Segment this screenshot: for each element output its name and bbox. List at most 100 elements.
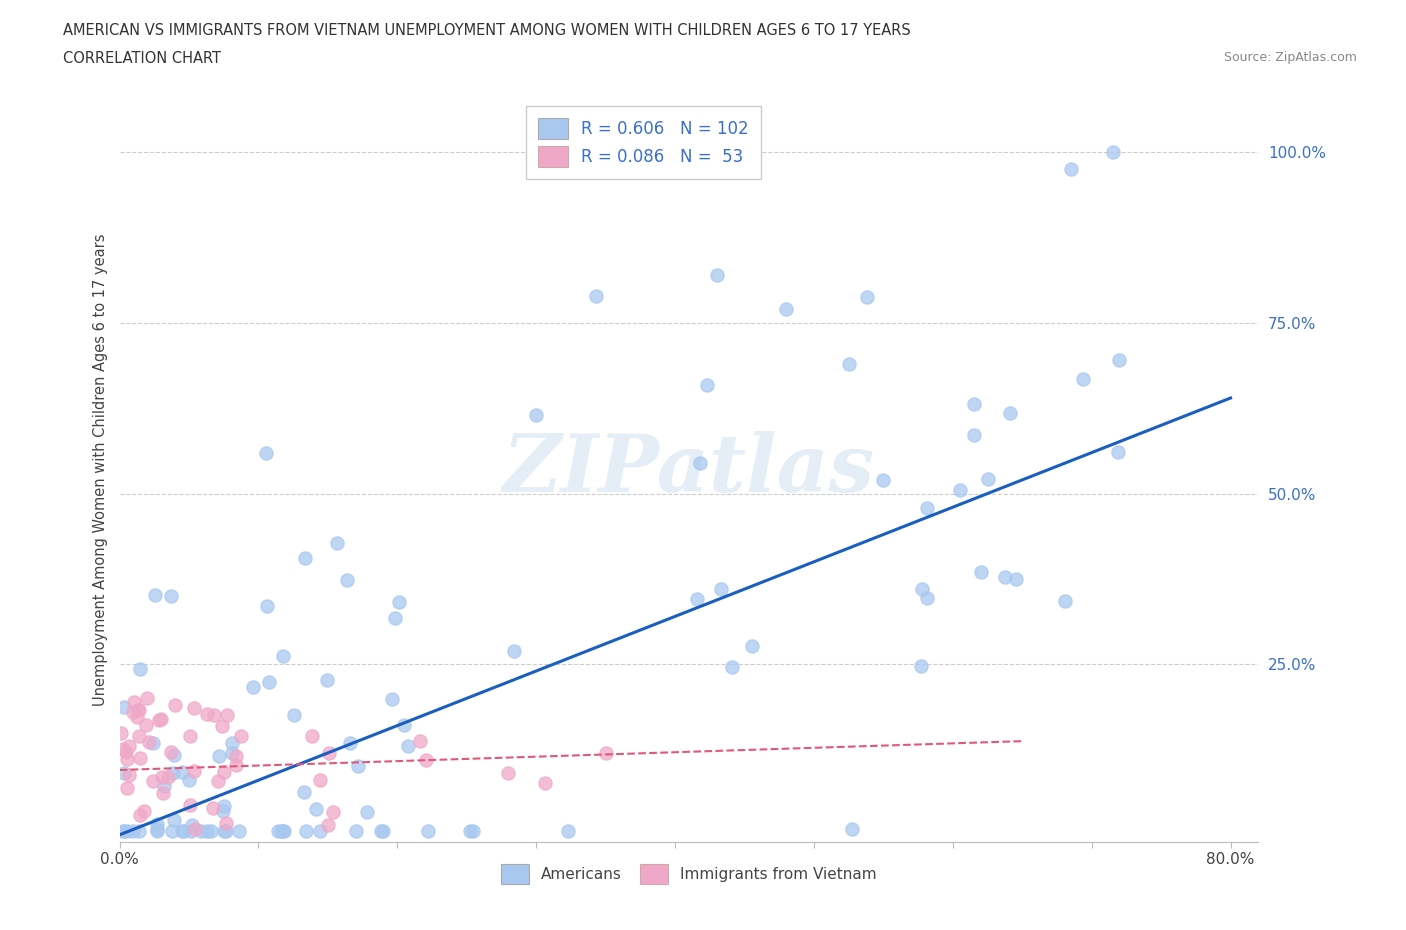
Point — [129, 751, 152, 765]
Point — [215, 824, 238, 839]
Point — [201, 800, 224, 815]
Point — [283, 707, 305, 722]
Point — [741, 639, 763, 654]
Point — [1073, 371, 1095, 386]
Point — [217, 707, 239, 722]
Point — [969, 565, 991, 579]
Point — [122, 705, 145, 720]
Y-axis label: Unemployment Among Women with Children Ages 6 to 17 years: Unemployment Among Women with Children A… — [93, 233, 108, 706]
Point — [689, 456, 711, 471]
Point — [115, 751, 138, 766]
Point — [146, 817, 169, 831]
Point — [416, 824, 439, 839]
Point — [211, 718, 233, 733]
Point — [838, 356, 860, 371]
Point — [344, 824, 367, 839]
Point — [134, 804, 156, 818]
Point — [585, 288, 607, 303]
Point — [915, 591, 938, 605]
Point — [346, 758, 368, 773]
Point — [910, 658, 932, 673]
Point — [179, 798, 201, 813]
Point — [370, 824, 392, 839]
Point — [856, 290, 879, 305]
Point — [318, 817, 340, 832]
Point — [259, 675, 281, 690]
Point — [373, 824, 395, 839]
Point — [322, 804, 344, 819]
Point — [184, 821, 207, 836]
Point — [202, 708, 225, 723]
Point — [271, 824, 294, 839]
Point — [195, 824, 218, 839]
Point — [271, 648, 294, 663]
Point — [180, 824, 202, 839]
Point — [170, 824, 193, 839]
Point — [128, 662, 150, 677]
Point — [150, 770, 173, 785]
Point — [524, 407, 547, 422]
Point — [159, 744, 181, 759]
Point — [963, 427, 986, 442]
Point — [706, 268, 728, 283]
Point — [1053, 594, 1076, 609]
Point — [128, 728, 150, 743]
Point — [128, 702, 150, 717]
Point — [208, 749, 231, 764]
Point — [915, 500, 938, 515]
Point — [381, 692, 404, 707]
Point — [270, 824, 292, 839]
Point — [949, 483, 972, 498]
Point — [162, 824, 184, 839]
Point — [696, 378, 718, 392]
Point — [136, 691, 159, 706]
Point — [384, 610, 406, 625]
Point — [503, 644, 526, 658]
Point — [841, 822, 863, 837]
Point — [160, 588, 183, 603]
Point — [179, 728, 201, 743]
Point — [215, 816, 238, 830]
Point — [221, 746, 243, 761]
Point — [118, 738, 141, 753]
Point — [976, 472, 998, 486]
Point — [1004, 572, 1026, 587]
Point — [710, 581, 733, 596]
Point — [595, 746, 617, 761]
Point — [180, 817, 202, 832]
Point — [254, 445, 277, 460]
Point — [872, 472, 894, 487]
Point — [122, 695, 145, 710]
Point — [301, 728, 323, 743]
Point — [305, 802, 328, 817]
Point — [242, 680, 264, 695]
Point — [1108, 353, 1130, 368]
Point — [221, 735, 243, 750]
Point — [135, 718, 157, 733]
Point — [162, 766, 184, 781]
Point — [318, 745, 340, 760]
Point — [326, 536, 349, 551]
Point — [409, 733, 432, 748]
Point — [775, 302, 797, 317]
Point — [165, 698, 187, 712]
Point — [225, 749, 247, 764]
Point — [1108, 445, 1130, 459]
Text: CORRELATION CHART: CORRELATION CHART — [63, 51, 221, 66]
Point — [228, 824, 250, 839]
Point — [111, 741, 134, 756]
Point — [142, 736, 165, 751]
Point — [143, 588, 166, 603]
Point — [127, 710, 149, 724]
Point — [163, 813, 186, 828]
Point — [170, 764, 193, 779]
Point — [212, 764, 235, 779]
Point — [146, 824, 169, 839]
Point — [356, 804, 378, 819]
Text: AMERICAN VS IMMIGRANTS FROM VIETNAM UNEMPLOYMENT AMONG WOMEN WITH CHILDREN AGES : AMERICAN VS IMMIGRANTS FROM VIETNAM UNEM… — [63, 23, 911, 38]
Text: Source: ZipAtlas.com: Source: ZipAtlas.com — [1223, 51, 1357, 64]
Point — [309, 824, 332, 839]
Point — [112, 699, 135, 714]
Point — [112, 824, 135, 839]
Point — [138, 735, 160, 750]
